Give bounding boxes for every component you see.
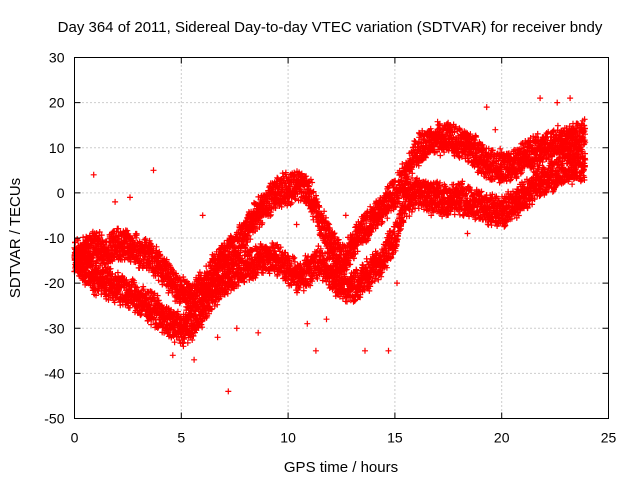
- band-main-point: [316, 204, 323, 211]
- band-main-point: [166, 287, 173, 294]
- band-main-point: [115, 225, 122, 232]
- band-main-point: [133, 230, 140, 237]
- band-main-point: [321, 208, 328, 215]
- band-main-point: [473, 134, 480, 140]
- band-main-point: [163, 256, 170, 263]
- band-main-point: [352, 224, 359, 231]
- band-main-point: [379, 218, 386, 225]
- band-main-point: [364, 208, 371, 215]
- band-main-point: [384, 215, 391, 222]
- band-main-point: [118, 244, 125, 251]
- data-layer: [71, 95, 589, 395]
- band-main-point: [113, 228, 120, 235]
- band-main-point: [291, 172, 298, 179]
- band-main-point: [464, 130, 471, 137]
- band-main-point: [292, 196, 299, 203]
- band-secondary-point: [184, 339, 191, 346]
- band-main-point: [393, 203, 399, 210]
- grid-layer: [74, 57, 609, 419]
- band-main-point: [149, 243, 156, 249]
- band-main-point: [363, 220, 370, 227]
- band-main-point: [422, 154, 429, 161]
- band-main-point: [424, 137, 431, 144]
- band-main-point: [267, 213, 274, 219]
- band-main-point: [109, 258, 116, 265]
- band-main-point: [411, 138, 418, 144]
- band-main-point: [332, 233, 338, 240]
- band-main-point: [437, 152, 444, 159]
- band-main-point: [111, 234, 118, 241]
- band-main-point: [372, 225, 379, 232]
- band-main-point: [457, 127, 464, 134]
- chart-title: Day 364 of 2011, Sidereal Day-to-day VTE…: [58, 19, 603, 36]
- band-main-point: [278, 203, 285, 210]
- band-main-point: [396, 195, 402, 202]
- band-main-point: [453, 123, 459, 130]
- band-main-point: [173, 270, 179, 277]
- band-main-point: [427, 125, 434, 132]
- band-main-point: [196, 269, 203, 276]
- band-main-point: [367, 203, 374, 210]
- band-main-point: [142, 236, 149, 242]
- band-main-point: [347, 261, 354, 268]
- band-main-point: [259, 219, 266, 226]
- band-main-point: [303, 173, 310, 180]
- band-main-point: [282, 169, 289, 176]
- band-main-point: [321, 218, 328, 225]
- band-main-point: [415, 162, 422, 169]
- band-main-point: [157, 252, 164, 259]
- band-main-point: [247, 236, 254, 243]
- band-main-point: [310, 188, 317, 195]
- band-main-point: [267, 211, 274, 218]
- band-main-point: [323, 214, 329, 221]
- band-main-point: [155, 277, 162, 284]
- band-main-point: [467, 131, 474, 138]
- band-main-point: [409, 170, 416, 177]
- band-main-point: [354, 248, 361, 255]
- band-main-point: [326, 225, 333, 232]
- band-main-point: [298, 170, 305, 177]
- band-main-point: [441, 149, 448, 156]
- band-main-point: [272, 205, 279, 212]
- band-main-point: [297, 197, 304, 204]
- band-main-point: [288, 199, 295, 206]
- band-main-point: [309, 179, 316, 186]
- band-main-point: [244, 239, 251, 246]
- band-main-point: [243, 242, 249, 249]
- band-main-point: [307, 176, 314, 183]
- band-main-point: [153, 243, 160, 250]
- band-main-point: [554, 122, 561, 129]
- band-main-point: [146, 237, 153, 244]
- band-main-point: [96, 229, 103, 235]
- band-main-point: [314, 198, 321, 205]
- band-main-point: [354, 242, 361, 249]
